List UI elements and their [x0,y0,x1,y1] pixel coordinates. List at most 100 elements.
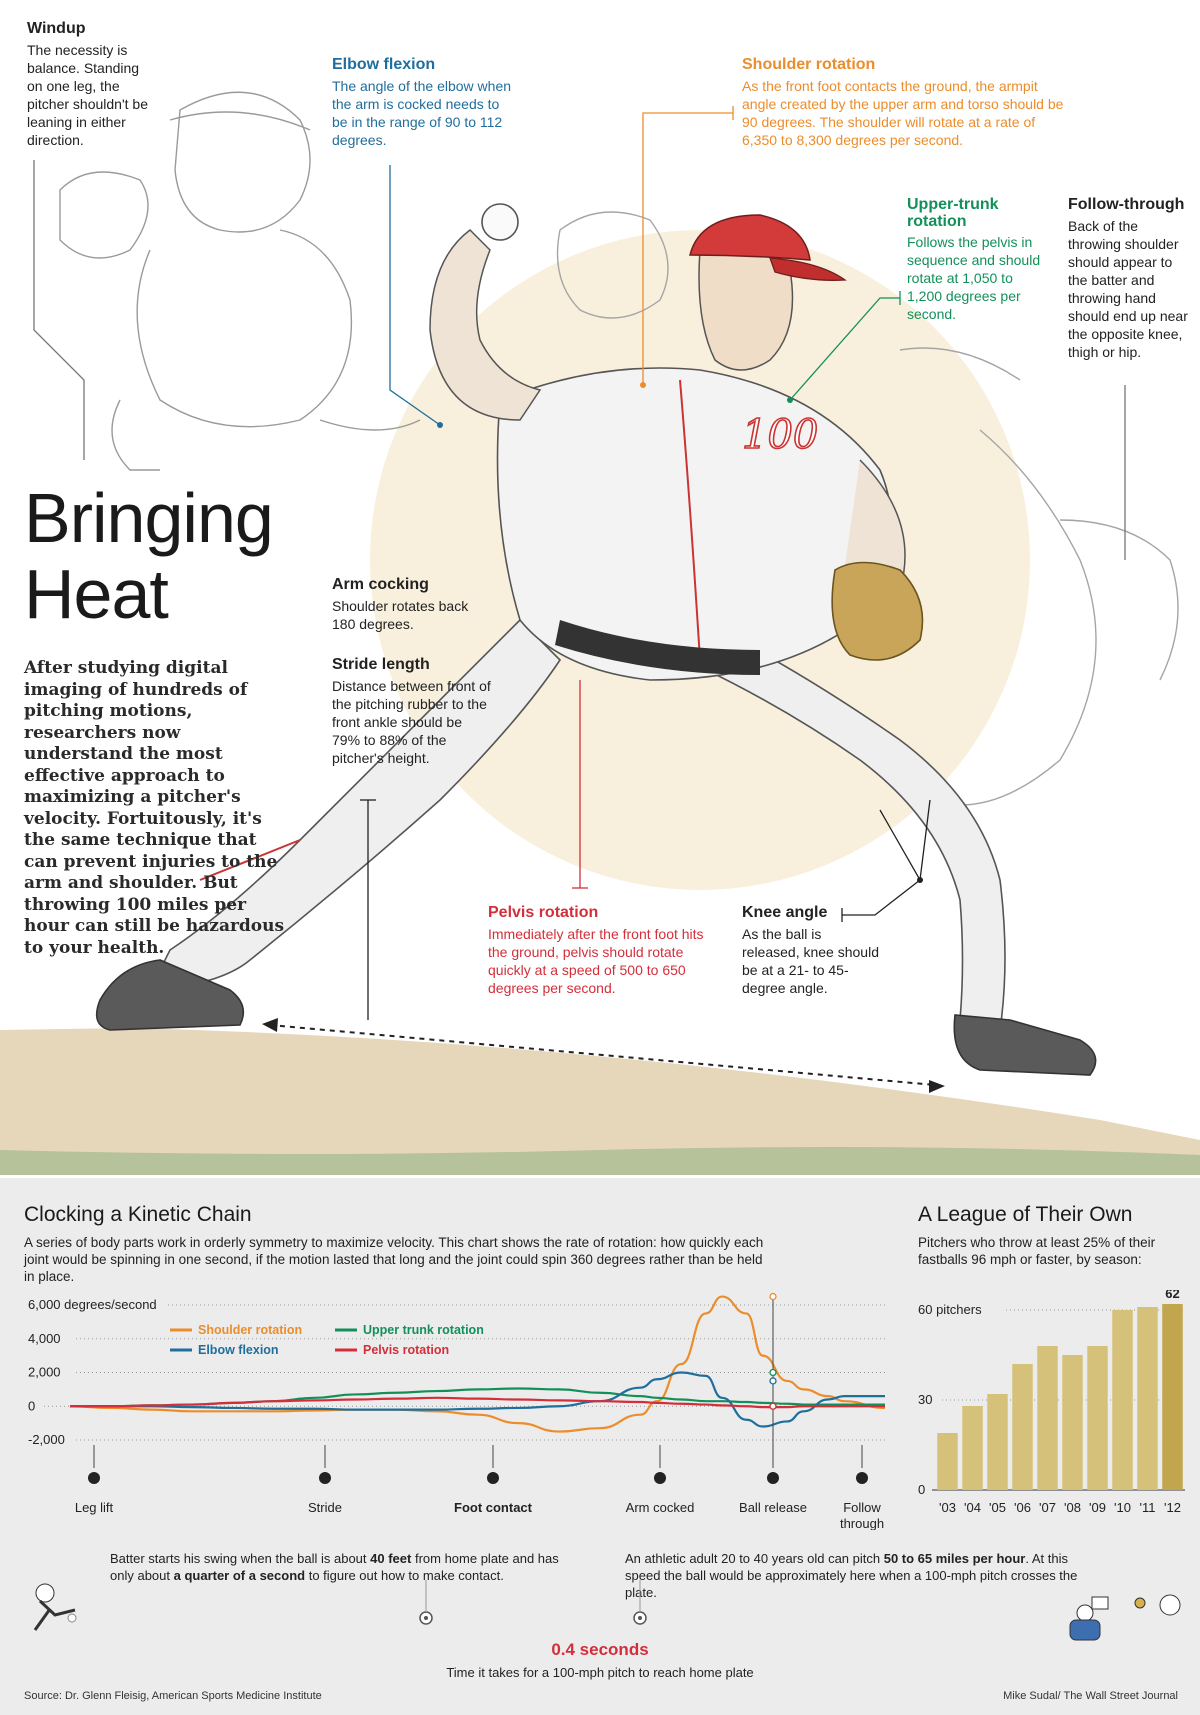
pelvis-rotation-heading: Pelvis rotation [488,904,599,921]
bar-data-label: 62 [1165,1290,1179,1301]
y-tick-label2: 2,000 [28,1365,61,1380]
bar-7 [1112,1310,1133,1490]
bar-3 [1012,1364,1033,1490]
elbow-flexion-body: The angle of the elbow when the arm is c… [332,78,512,148]
pitch-timeline [33,1580,1181,1641]
stage-label-4: Ball release [739,1500,807,1515]
release-marker-1 [769,1368,777,1377]
league-bar-chart: 0 30 60 pitchers '03 '04 '05 '06 '07 '08 '09 '10 '1… [918,1290,1185,1515]
knee-angle-label: Knee angle As the ball is released, knee… [742,904,882,997]
stride-length-heading: Stride length [332,656,430,673]
bar-category-7: '10 [1114,1500,1131,1515]
adult-note-part: An athletic adult 20 to 40 years old can… [625,1551,884,1566]
bar-8 [1137,1307,1158,1490]
legend-label-2: Elbow flexion [198,1343,279,1357]
grass [0,1146,1200,1175]
bar-1 [962,1406,983,1490]
artist-credit: Mike Sudal/ The Wall Street Journal [1003,1690,1178,1702]
series-line-0 [69,1295,886,1433]
batter-note: Batter starts his swing when the ball is… [110,1550,570,1584]
legend-label-3: Pelvis rotation [363,1343,449,1357]
main-pitcher [95,203,1097,1076]
batter-note-part: from home plate and has only about [110,1551,559,1583]
y-tick-label0: 6,000 degrees/second [28,1297,157,1312]
stage-figure-3 [654,1472,666,1484]
batter-note-distance: 40 feet [370,1551,412,1566]
legend-label-0: Shoulder rotation [198,1323,302,1337]
timeline-start [67,1613,77,1623]
kinetic-chain-title: Clocking a Kinetic Chain [24,1203,252,1226]
stage-figure-0 [88,1472,100,1484]
stage-label-3: Arm cocked [626,1500,695,1515]
windup-body: The necessity is balance. Standing on on… [27,42,148,148]
bar-4 [1037,1346,1058,1490]
batter-note-time: a quarter of a second [173,1568,306,1583]
y-tick-label4: -2,000 [28,1432,65,1447]
shoulder-rotation-body: As the front foot contacts the ground, t… [742,78,1064,148]
stride-length-body: Distance between front of the pitching r… [332,678,491,766]
league-description: Pitchers who throw at least 25% of their… [918,1235,1156,1267]
arm-cocking-heading: Arm cocking [332,576,429,593]
stride-length-label: Stride length Distance between front of … [332,656,492,767]
bar-y-tick-2: 60 pitchers [918,1302,982,1317]
shoulder-rotation-heading: Shoulder rotation [742,56,876,73]
follow-through-label: Follow-through Back of the throwing shou… [1068,196,1193,361]
stage-label-0: Leg lift [75,1500,114,1515]
pitch-duration: 0.4 seconds [551,1640,649,1659]
y-tick-label3: 0 [28,1398,35,1413]
source-credit: Source: Dr. Glenn Fleisig, American Spor… [24,1690,322,1702]
bar-category-0: '03 [939,1500,956,1515]
jersey-number: 100 [741,411,819,459]
release-marker-3 [769,1402,777,1410]
bar-category-8: '11 [1140,1500,1156,1515]
knee-angle-heading: Knee angle [742,904,828,921]
bar-y-tick-1: 30 [918,1392,932,1407]
adult-note-part: . At this speed the ball would be approx… [625,1551,1078,1600]
adult-note: An athletic adult 20 to 40 years old can… [625,1550,1095,1601]
pitcher-icon [33,1583,76,1631]
bar-category-3: '06 [1014,1500,1031,1515]
pelvis-rotation-body: Immediately after the front foot hits th… [488,926,704,996]
windup-sketch [59,91,421,471]
bar-6 [1087,1346,1108,1490]
stage-label-1: Stride [308,1500,342,1515]
series-line-2 [70,1371,885,1428]
kinetic-chain-chart: 6,000 degrees/second 4,000 2,000 0 -2,000 Sho… [28,1292,886,1530]
adult-note-speed: 50 to 65 miles per hour [883,1551,1026,1566]
bar-5 [1062,1355,1083,1490]
y-tick-label1: 4,000 [28,1331,61,1346]
bar-category-5: '08 [1064,1500,1081,1515]
stride-arrow [262,1018,945,1093]
stage-figure-2 [487,1472,499,1484]
elbow-flexion-label: Elbow flexion The angle of the elbow whe… [332,56,512,149]
stage-label-5: Follow [843,1500,881,1515]
batter-note-part: Batter starts his swing when the ball is… [110,1551,371,1566]
page-title-line-2: Heat [24,555,169,633]
league-title: A League of Their Own [918,1203,1133,1226]
bar-category-9: '12 [1164,1500,1181,1515]
bar-y-tick-0: 0 [918,1482,925,1497]
bar-2 [987,1394,1008,1490]
batter-note-part: to figure out how to make contact. [305,1568,504,1583]
page-title-line-1: Bringing [24,479,274,557]
stage-label-2: Foot contact [454,1500,533,1515]
legend-label-1: Upper trunk rotation [363,1323,484,1337]
upper-trunk-body: Follows the pelvis in sequence and shoul… [907,234,1041,322]
pitching-mound [0,1028,1200,1175]
intro-text: After studying digital imaging of hundre… [24,658,285,958]
timeline-marker-adult-dot [638,1616,642,1620]
stage-figure-5 [856,1472,868,1484]
bar-category-2: '05 [989,1500,1006,1515]
arm-cocking-label: Arm cocking Shoulder rotates back 180 de… [332,576,472,633]
bar-category-4: '07 [1039,1500,1056,1515]
release-marker-0 [769,1292,777,1301]
follow-through-sketch [556,211,1179,806]
upper-trunk-heading: Upper-trunk rotation [907,196,999,230]
windup-heading: Windup [27,20,86,37]
timeline-marker-40ft-dot [424,1616,428,1620]
upper-trunk-label: Upper-trunk rotation Follows the pelvis … [907,196,1042,323]
page-title: Bringing Heat [24,479,274,633]
batter-icon [1134,1594,1181,1616]
leader-lines [33,106,1126,1020]
elbow-flexion-heading: Elbow flexion [332,56,436,73]
